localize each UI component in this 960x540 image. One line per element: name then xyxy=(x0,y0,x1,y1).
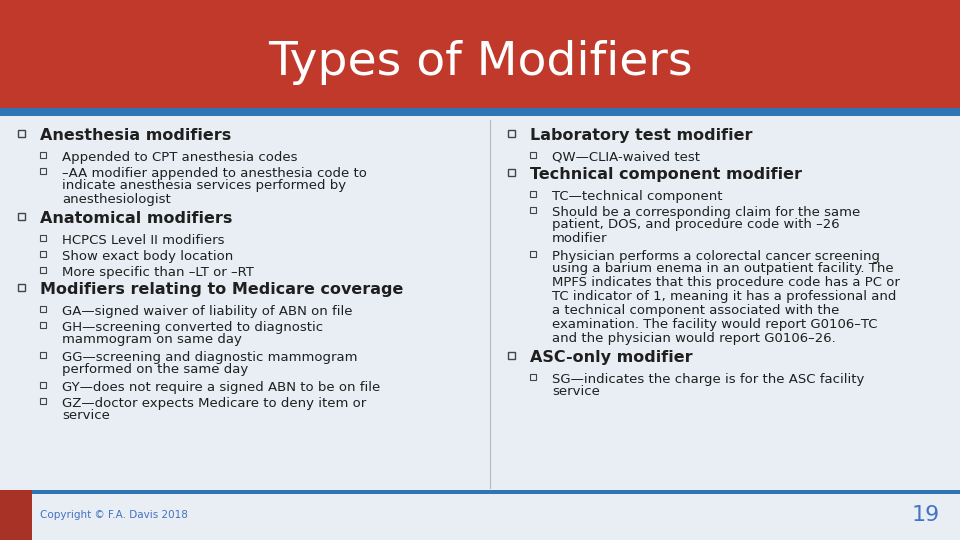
Text: Types of Modifiers: Types of Modifiers xyxy=(268,40,692,85)
Bar xyxy=(530,251,536,257)
Text: GA—signed waiver of liability of ABN on file: GA—signed waiver of liability of ABN on … xyxy=(62,305,352,318)
Text: Laboratory test modifier: Laboratory test modifier xyxy=(530,128,753,143)
Text: MPFS indicates that this procedure code has a PC or: MPFS indicates that this procedure code … xyxy=(552,276,900,289)
Bar xyxy=(40,382,46,388)
Bar xyxy=(0,490,32,540)
Bar xyxy=(0,0,960,108)
Bar xyxy=(40,306,46,312)
Text: GZ—doctor expects Medicare to deny item or: GZ—doctor expects Medicare to deny item … xyxy=(62,397,367,410)
Text: modifier: modifier xyxy=(552,232,608,245)
Text: Appended to CPT anesthesia codes: Appended to CPT anesthesia codes xyxy=(62,151,298,164)
Text: SG—indicates the charge is for the ASC facility: SG—indicates the charge is for the ASC f… xyxy=(552,373,864,386)
Text: patient, DOS, and procedure code with –26: patient, DOS, and procedure code with –2… xyxy=(552,218,840,231)
Text: QW—CLIA-waived test: QW—CLIA-waived test xyxy=(552,151,700,164)
Bar xyxy=(508,130,515,137)
Bar xyxy=(40,235,46,241)
Bar xyxy=(530,374,536,380)
Text: GG—screening and diagnostic mammogram: GG—screening and diagnostic mammogram xyxy=(62,351,357,364)
Text: using a barium enema in an outpatient facility. The: using a barium enema in an outpatient fa… xyxy=(552,262,894,275)
Text: More specific than –LT or –RT: More specific than –LT or –RT xyxy=(62,266,253,279)
Text: Copyright © F.A. Davis 2018: Copyright © F.A. Davis 2018 xyxy=(40,510,188,520)
Bar xyxy=(530,207,536,213)
Bar xyxy=(508,352,515,359)
Bar xyxy=(18,284,25,291)
Text: Modifiers relating to Medicare coverage: Modifiers relating to Medicare coverage xyxy=(40,282,403,297)
Bar xyxy=(530,152,536,158)
Bar xyxy=(40,152,46,158)
Bar xyxy=(40,251,46,257)
Text: anesthesiologist: anesthesiologist xyxy=(62,193,171,206)
Bar xyxy=(40,398,46,404)
Bar xyxy=(18,130,25,137)
Bar xyxy=(508,169,515,176)
Bar xyxy=(40,322,46,328)
Text: Anesthesia modifiers: Anesthesia modifiers xyxy=(40,128,231,143)
Text: service: service xyxy=(552,385,600,398)
Bar xyxy=(40,352,46,358)
Text: TC—technical component: TC—technical component xyxy=(552,190,723,203)
Text: ASC-only modifier: ASC-only modifier xyxy=(530,350,692,365)
Text: Physician performs a colorectal cancer screening: Physician performs a colorectal cancer s… xyxy=(552,250,880,263)
Bar xyxy=(530,191,536,197)
Text: –AA modifier appended to anesthesia code to: –AA modifier appended to anesthesia code… xyxy=(62,167,367,180)
Bar xyxy=(40,267,46,273)
Text: and the physician would report G0106–26.: and the physician would report G0106–26. xyxy=(552,332,836,345)
Text: service: service xyxy=(62,409,109,422)
Text: examination. The facility would report G0106–TC: examination. The facility would report G… xyxy=(552,318,877,331)
Text: mammogram on same day: mammogram on same day xyxy=(62,333,242,346)
Bar xyxy=(0,490,960,494)
Text: GH—screening converted to diagnostic: GH—screening converted to diagnostic xyxy=(62,321,324,334)
Text: performed on the same day: performed on the same day xyxy=(62,363,249,376)
Text: 19: 19 xyxy=(912,505,940,525)
Bar xyxy=(40,168,46,174)
Text: HCPCS Level II modifiers: HCPCS Level II modifiers xyxy=(62,234,225,247)
Text: indicate anesthesia services performed by: indicate anesthesia services performed b… xyxy=(62,179,347,192)
Bar xyxy=(18,213,25,220)
Text: Should be a corresponding claim for the same: Should be a corresponding claim for the … xyxy=(552,206,860,219)
Text: Technical component modifier: Technical component modifier xyxy=(530,167,802,182)
Text: Show exact body location: Show exact body location xyxy=(62,250,233,263)
Text: Anatomical modifiers: Anatomical modifiers xyxy=(40,211,232,226)
Text: GY—does not require a signed ABN to be on file: GY—does not require a signed ABN to be o… xyxy=(62,381,380,394)
Text: TC indicator of 1, meaning it has a professional and: TC indicator of 1, meaning it has a prof… xyxy=(552,290,897,303)
Bar xyxy=(0,108,960,116)
Text: a technical component associated with the: a technical component associated with th… xyxy=(552,304,839,317)
